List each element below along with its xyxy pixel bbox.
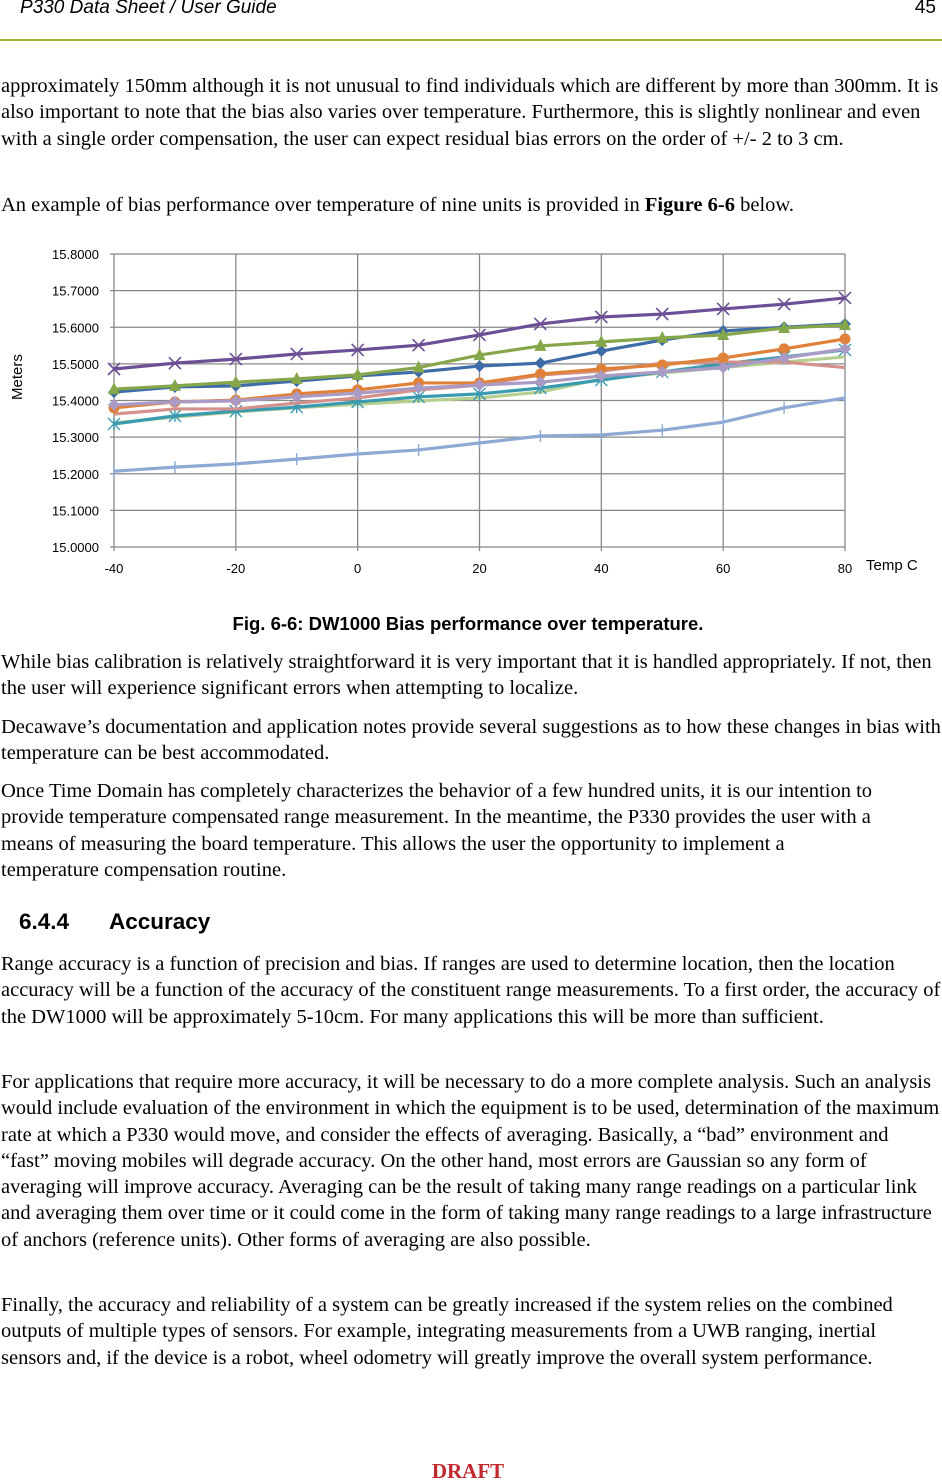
- paragraph: For applications that require more accur…: [1, 1071, 940, 1251]
- data-point: [472, 328, 487, 342]
- y-tick-label: 15.7000: [52, 284, 99, 299]
- data-point: [473, 348, 486, 361]
- data-point: [473, 360, 486, 373]
- data-point: [108, 398, 120, 411]
- y-tick-label: 15.0000: [52, 540, 99, 555]
- y-tick-label: 15.6000: [52, 320, 99, 335]
- x-tick-label: 0: [354, 561, 361, 576]
- data-point: [717, 361, 730, 374]
- figure-reference: Figure 6-6: [644, 194, 735, 216]
- data-point: [534, 368, 546, 380]
- data-point: [717, 327, 730, 340]
- paragraph: While bias calibration is relatively str…: [1, 651, 932, 700]
- data-point: [534, 338, 547, 351]
- draft-watermark: DRAFT: [431, 1459, 505, 1481]
- data-point: [290, 390, 303, 403]
- data-point: [229, 394, 242, 407]
- header-title: P330 Data Sheet / User Guide: [20, 0, 277, 18]
- x-tick-label: 60: [716, 561, 730, 576]
- chart-series: [107, 291, 852, 478]
- data-point: [168, 356, 182, 370]
- data-point: [839, 333, 851, 345]
- data-point: [351, 367, 364, 380]
- data-point: [168, 378, 181, 391]
- x-tick-label: -20: [226, 561, 245, 576]
- data-point: [290, 371, 303, 384]
- chart-ticks: 15.0000 15.1000 15.2000 15.3000 15.4000 15.50…: [52, 247, 852, 576]
- x-tick-label: 40: [594, 561, 608, 576]
- y-tick-label: 15.2000: [52, 467, 99, 482]
- section-number: 6.4.4: [19, 909, 70, 934]
- data-point: [412, 382, 425, 395]
- data-point: [108, 382, 120, 395]
- data-point: [168, 409, 182, 423]
- data-point: [656, 365, 669, 378]
- paragraph: Decawave’s documentation and application…: [1, 716, 941, 765]
- data-point: [778, 320, 791, 333]
- data-point: [778, 343, 790, 355]
- data-point: [229, 352, 243, 366]
- paragraph: approximately 150mm although it is not u…: [1, 75, 939, 150]
- paragraph: Once Time Domain has completely characte…: [1, 780, 873, 881]
- text: below.: [734, 194, 795, 216]
- data-point: [107, 417, 121, 431]
- data-point: [656, 359, 668, 371]
- paragraph: Finally, the accuracy and reliability of…: [1, 1294, 893, 1369]
- y-axis-label: Meters: [9, 354, 26, 400]
- figure-caption: Fig. 6-6: DW1000 Bias performance over t…: [232, 613, 704, 634]
- data-point: [595, 369, 608, 382]
- data-point: [839, 318, 851, 331]
- data-point: [229, 375, 242, 388]
- bias-chart: 15.0000 15.1000 15.2000 15.3000 15.4000 15.50…: [9, 247, 918, 576]
- data-point: [473, 379, 486, 392]
- data-point: [533, 317, 547, 331]
- section-heading: 6.4.4 Accuracy: [19, 909, 210, 935]
- data-point: [107, 362, 121, 376]
- header-divider: [0, 39, 942, 41]
- data-point: [656, 330, 669, 343]
- data-point: [412, 360, 425, 373]
- data-point: [778, 352, 791, 365]
- data-point: [351, 343, 365, 357]
- text: An example of bias performance over temp…: [1, 194, 645, 216]
- x-tick-label: 80: [838, 561, 852, 576]
- x-axis-label: Temp C: [866, 557, 918, 574]
- data-point: [412, 338, 426, 352]
- data-point: [716, 302, 730, 316]
- y-tick-label: 15.8000: [52, 247, 99, 262]
- data-point: [839, 342, 851, 355]
- data-point: [351, 387, 364, 400]
- y-tick-label: 15.1000: [52, 503, 99, 518]
- paragraph: Range accuracy is a function of precisio…: [1, 953, 941, 1028]
- data-point: [717, 352, 729, 364]
- data-point: [595, 345, 608, 358]
- data-point: [290, 347, 304, 361]
- page-number: 45: [914, 0, 936, 18]
- paragraph: An example of bias performance over temp…: [1, 192, 941, 218]
- data-point: [168, 395, 181, 408]
- data-point: [595, 334, 608, 347]
- y-tick-label: 15.5000: [52, 357, 99, 372]
- y-tick-label: 15.4000: [52, 394, 99, 409]
- data-point: [595, 363, 607, 375]
- data-point: [655, 307, 669, 321]
- data-point: [838, 291, 852, 305]
- data-point: [534, 357, 547, 370]
- data-point: [534, 376, 547, 389]
- section-title: Accuracy: [109, 909, 211, 934]
- y-tick-label: 15.3000: [52, 430, 99, 445]
- data-point: [594, 310, 608, 324]
- x-tick-label: 20: [472, 561, 486, 576]
- x-tick-label: -40: [105, 561, 124, 576]
- data-point: [777, 297, 791, 311]
